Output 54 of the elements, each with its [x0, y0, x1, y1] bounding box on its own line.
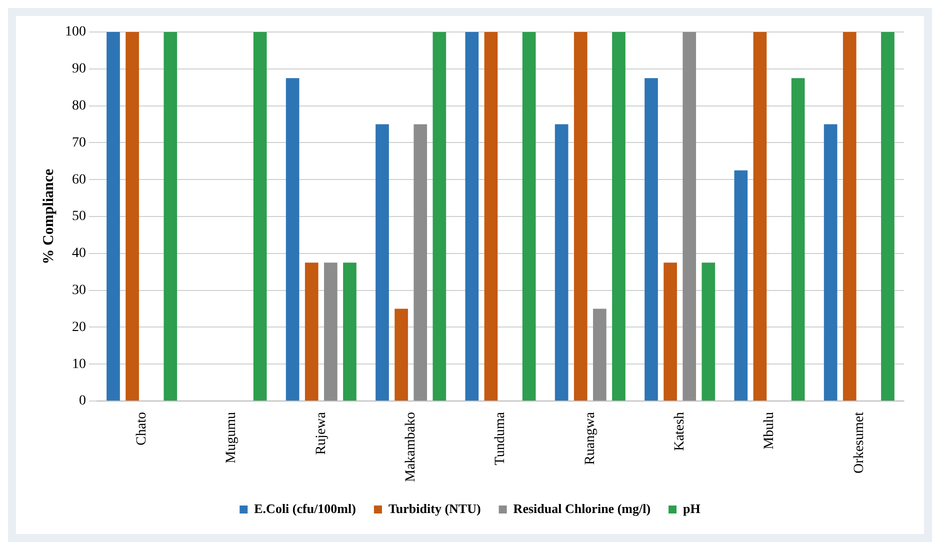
y-tick-label: 30 — [72, 282, 86, 298]
y-tick-label: 80 — [72, 98, 86, 114]
bar — [881, 32, 894, 401]
bar — [791, 78, 805, 401]
legend-label: Turbidity (NTU) — [388, 500, 481, 516]
x-tick-label: Orkesumet — [852, 412, 867, 474]
bar — [554, 124, 568, 401]
bar — [644, 78, 658, 401]
bar — [484, 32, 498, 401]
x-tick-label: Tunduma — [493, 411, 508, 466]
y-tick-label: 70 — [72, 135, 86, 150]
bar — [574, 32, 588, 401]
y-tick-label: 50 — [72, 209, 86, 224]
bar — [414, 124, 428, 401]
x-tick-label: Makambako — [404, 412, 419, 482]
y-tick-label: 90 — [72, 62, 86, 77]
x-tick-label: Mbulu — [762, 412, 778, 450]
bar — [164, 32, 178, 401]
bar — [753, 32, 767, 401]
x-tick-label: Rujewa — [314, 411, 329, 455]
y-tick-label: 60 — [72, 172, 86, 188]
bar — [126, 32, 139, 401]
y-tick-label: 0 — [79, 394, 86, 409]
legend-label: pH — [683, 500, 700, 516]
y-axis-title: % Compliance — [40, 168, 57, 264]
x-tick-label: Ruangwa — [582, 411, 598, 465]
y-tick-label: 40 — [72, 246, 86, 262]
bar — [612, 32, 626, 401]
bar — [842, 32, 856, 401]
bar — [465, 32, 479, 401]
bar — [304, 262, 318, 401]
legend-label: Residual Chlorine (mg/l) — [513, 500, 651, 516]
bar — [286, 78, 300, 401]
bar — [593, 308, 606, 401]
bar — [702, 262, 716, 401]
x-tick-label: Katesh — [672, 412, 688, 451]
bar — [682, 32, 696, 401]
bar — [432, 32, 446, 401]
y-tick-label: 10 — [72, 356, 86, 372]
x-tick-label: Chato — [134, 412, 150, 446]
bar — [106, 32, 120, 401]
bar — [343, 262, 356, 401]
x-tick-label: Mugumu — [224, 412, 240, 464]
bar — [734, 170, 748, 401]
y-tick-label: 100 — [65, 24, 86, 40]
bar — [522, 32, 536, 401]
bar — [664, 262, 677, 401]
legend-label: E.Coli (cfu/100ml) — [254, 500, 356, 516]
bar — [394, 308, 408, 401]
bar — [376, 124, 389, 401]
bar — [253, 32, 267, 401]
bar — [824, 124, 838, 401]
bar — [324, 262, 338, 401]
y-tick-label: 20 — [72, 320, 86, 335]
